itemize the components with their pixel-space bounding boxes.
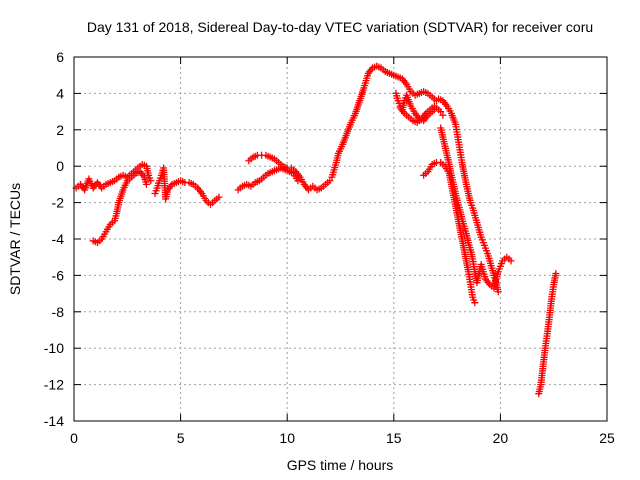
y-tick-label: -4 bbox=[52, 231, 65, 247]
x-tick-label: 15 bbox=[386, 430, 402, 446]
data-point bbox=[142, 180, 150, 188]
x-tick-label: 10 bbox=[279, 430, 295, 446]
x-axis-label: GPS time / hours bbox=[287, 457, 394, 473]
data-point bbox=[294, 177, 302, 185]
data-point bbox=[326, 177, 334, 185]
data-point bbox=[471, 299, 479, 307]
x-tick-label: 5 bbox=[177, 430, 185, 446]
y-tick-label: -2 bbox=[52, 195, 65, 211]
data-point bbox=[147, 177, 155, 185]
data-point bbox=[215, 193, 223, 201]
data-point bbox=[552, 270, 560, 278]
y-axis-label: SDTVAR / TECUs bbox=[7, 183, 23, 295]
data-point bbox=[507, 257, 515, 265]
data-points bbox=[72, 62, 560, 398]
data-point bbox=[494, 288, 502, 296]
x-tick-label: 0 bbox=[70, 430, 78, 446]
y-tick-label: -8 bbox=[52, 304, 65, 320]
y-tick-label: -14 bbox=[44, 413, 64, 429]
x-tick-label: 25 bbox=[599, 430, 615, 446]
y-tick-label: -6 bbox=[52, 267, 65, 283]
x-tick-label: 20 bbox=[493, 430, 509, 446]
data-point bbox=[437, 108, 445, 116]
axis-ticks: 0 5 10 15 20 25 -14 -12 -10 -8 -6 -4 -2 0 2 4 6 bbox=[44, 49, 615, 446]
y-tick-label: 0 bbox=[56, 158, 64, 174]
y-tick-label: -10 bbox=[44, 340, 64, 356]
chart-title: Day 131 of 2018, Sidereal Day-to-day VTE… bbox=[87, 19, 593, 35]
y-tick-label: 6 bbox=[56, 49, 64, 65]
y-tick-label: 2 bbox=[56, 122, 64, 138]
y-tick-label: 4 bbox=[56, 85, 64, 101]
y-tick-label: -12 bbox=[44, 377, 64, 393]
grid bbox=[74, 57, 607, 421]
data-point bbox=[430, 102, 438, 110]
data-point bbox=[439, 111, 447, 119]
